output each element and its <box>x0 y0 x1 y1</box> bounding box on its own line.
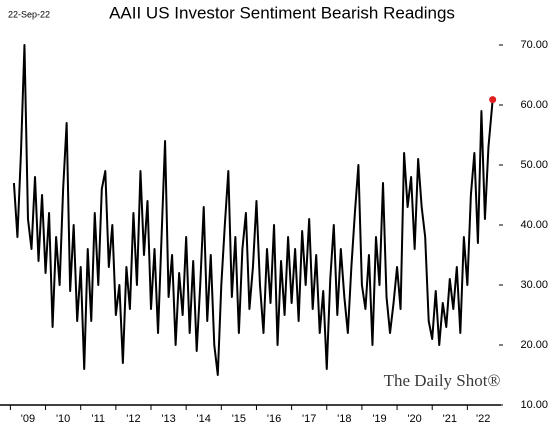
y-tick-label: 60.00 <box>520 99 548 111</box>
x-tick-label: '09 <box>21 413 35 425</box>
x-tick-label: '11 <box>92 413 106 425</box>
date-label: 22-Sep-22 <box>8 9 50 19</box>
x-tick-label: '18 <box>337 413 351 425</box>
y-tick-label: 20.00 <box>520 339 548 351</box>
x-tick-label: '22 <box>476 413 490 425</box>
watermark: The Daily Shot® <box>384 371 501 390</box>
x-tick-label: '21 <box>443 413 457 425</box>
y-tick-label: 70.00 <box>520 39 548 51</box>
x-tick-label: '13 <box>161 413 175 425</box>
x-tick-label: '19 <box>372 413 386 425</box>
y-tick-label: 10.00 <box>520 399 548 411</box>
y-tick-label: 40.00 <box>520 219 548 231</box>
x-tick-label: '14 <box>197 413 211 425</box>
y-tick-label: 50.00 <box>520 159 548 171</box>
line <box>12 44 494 376</box>
x-tick-label: '12 <box>126 413 140 425</box>
chart-title: AAII US Investor Sentiment Bearish Readi… <box>109 3 455 22</box>
x-tick-label: '16 <box>267 413 281 425</box>
last-point <box>489 96 497 104</box>
x-tick-label: '10 <box>56 413 70 425</box>
x-tick-label: '15 <box>232 413 246 425</box>
x-tick-label: '20 <box>407 413 421 425</box>
x-tick-label: '17 <box>302 413 316 425</box>
y-tick-label: 30.00 <box>520 279 548 291</box>
